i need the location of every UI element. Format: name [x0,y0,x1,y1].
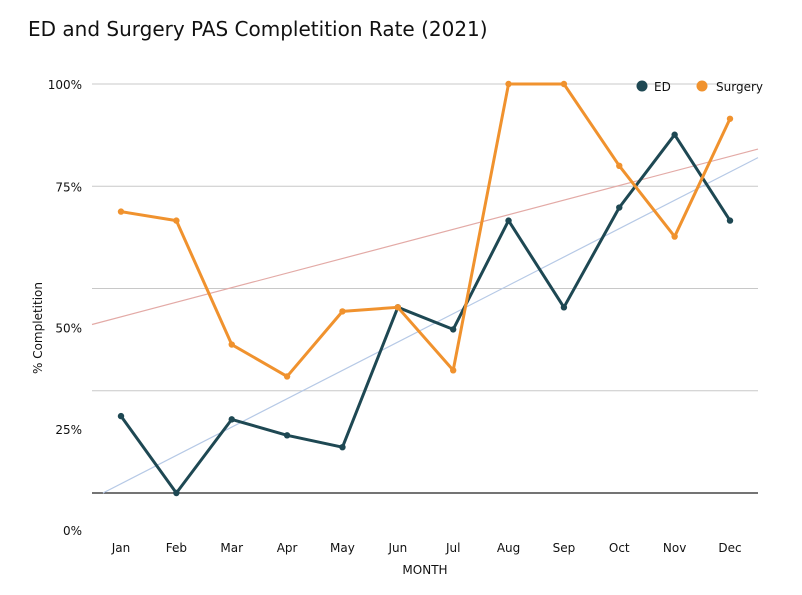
data-point-ed [283,432,291,439]
legend-marker-ed [636,80,648,92]
data-point-ed [560,304,568,311]
x-axis-label: MONTH [402,563,447,577]
x-axis-ticks: Jan Feb Mar Apr May Jun Jul Aug Sep Oct Nov Dec [111,541,742,555]
data-point-ed [173,489,180,497]
series-surgery [117,80,734,380]
data-point-surgery [449,367,457,374]
x-tick-label: Jun [387,541,407,555]
x-tick-label: May [330,541,355,555]
legend-item-ed: ED [636,80,671,94]
data-point-surgery [228,341,235,348]
x-tick-label: Sep [553,541,576,555]
x-tick-label: Jul [445,541,460,555]
data-point-surgery [726,115,734,122]
series-line-ed [119,133,732,495]
data-point-ed [117,412,125,420]
trendline-ed [102,157,759,494]
trendline-surgery [91,148,759,326]
x-tick-label: Aug [497,541,520,555]
trendlines [91,148,759,494]
data-point-ed [228,416,235,423]
x-tick-label: Oct [609,541,630,555]
data-point-ed [339,443,346,451]
legend-marker-surgery [696,80,708,92]
y-axis-label: % Completition [31,282,45,374]
y-tick-label: 25% [55,423,82,437]
data-point-surgery [394,304,402,311]
data-point-ed [505,217,512,224]
legend-label-surgery: Surgery [716,80,763,94]
data-point-surgery [339,308,346,315]
data-point-surgery [671,233,678,240]
x-tick-label: Dec [718,541,741,555]
data-point-ed [671,131,678,138]
x-tick-label: Mar [220,541,243,555]
y-tick-label: 50% [55,321,82,335]
y-tick-label: 75% [55,180,82,194]
data-point-surgery [505,80,512,88]
data-point-surgery [283,373,291,380]
x-tick-label: Nov [663,541,686,555]
data-point-ed [726,217,734,224]
x-tick-label: Feb [166,541,187,555]
x-tick-label: Apr [277,541,298,555]
data-point-surgery [560,80,568,88]
data-point-surgery [173,217,180,224]
series-ed [117,131,734,497]
data-point-surgery [616,162,623,169]
data-point-ed [449,326,457,333]
series-line-surgery [120,82,732,378]
series-lines [117,80,734,497]
y-axis-ticks: 100% 75% 50% 25% 0% [48,78,82,538]
data-point-surgery [117,208,125,215]
data-point-ed [616,204,623,211]
legend: ED Surgery [636,80,763,94]
chart-title: ED and Surgery PAS Completition Rate (20… [28,17,488,41]
legend-label-ed: ED [654,80,671,94]
legend-item-surgery: Surgery [696,80,763,94]
gridlines [92,83,758,494]
y-tick-label: 100% [48,78,82,92]
x-tick-label: Jan [111,541,131,555]
y-tick-label: 0% [63,524,82,538]
